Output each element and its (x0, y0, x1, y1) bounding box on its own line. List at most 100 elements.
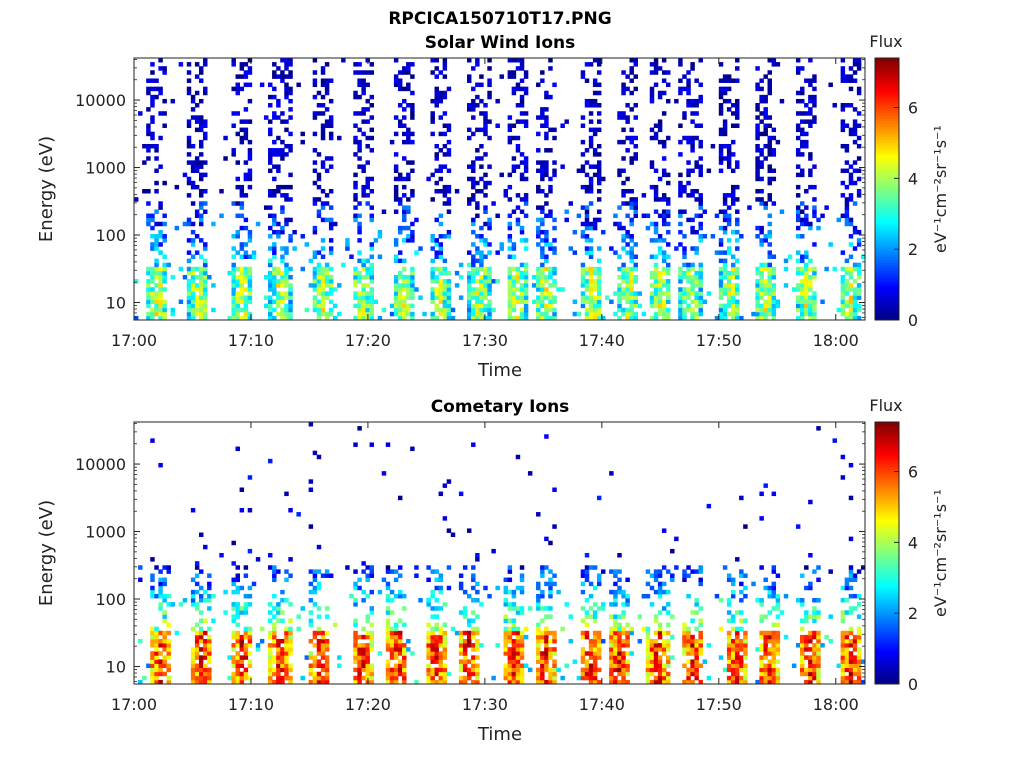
heatmap-cell (856, 86, 862, 92)
heatmap-cell (759, 491, 764, 497)
heatmap-cell (844, 201, 850, 206)
heatmap-cell (511, 315, 517, 321)
heatmap-cell (442, 234, 448, 239)
heatmap-cell (844, 663, 850, 669)
heatmap-cell (393, 242, 399, 247)
heatmap-cell (844, 655, 850, 660)
heatmap-cell (795, 315, 801, 321)
heatmap-cell (613, 291, 618, 296)
heatmap-cell (284, 634, 289, 640)
heatmap-cell (625, 279, 630, 284)
heatmap-cell (430, 119, 435, 124)
heatmap-cell (511, 246, 517, 251)
heatmap-cell (402, 258, 407, 264)
heatmap-cell (381, 577, 387, 583)
heatmap-cell (552, 524, 557, 529)
heatmap-cell (808, 663, 813, 669)
heatmap-cell (678, 78, 683, 83)
heatmap-cell (324, 638, 330, 644)
heatmap-cell (588, 135, 594, 141)
heatmap-cell (848, 675, 854, 681)
heatmap-cell (860, 679, 866, 685)
heatmap-cell (434, 606, 439, 611)
heatmap-cell (523, 283, 529, 288)
heatmap-cell (280, 679, 285, 685)
heatmap-cell (406, 638, 411, 644)
heatmap-cell (629, 221, 634, 227)
heatmap-cell (166, 655, 171, 660)
heatmap-cell (617, 225, 622, 231)
heatmap-cell (442, 634, 448, 640)
heatmap-cell (316, 544, 322, 550)
heatmap-cell (771, 152, 777, 157)
heatmap-cell (706, 291, 712, 296)
heatmap-cell (767, 659, 772, 664)
heatmap-cell (848, 131, 854, 137)
heatmap-cell (507, 123, 513, 128)
heatmap-cell (503, 577, 509, 583)
heatmap-cell (353, 135, 358, 141)
heatmap-cell (247, 172, 253, 178)
heatmap-cell (158, 250, 163, 255)
heatmap-cell (726, 647, 732, 652)
heatmap-cell (690, 225, 695, 231)
heatmap-cell (592, 98, 598, 104)
heatmap-cell (519, 103, 525, 108)
heatmap-cell (198, 295, 204, 300)
heatmap-cell (190, 295, 196, 300)
heatmap-cell (633, 299, 638, 305)
heatmap-cell (316, 111, 322, 116)
heatmap-cell (434, 98, 439, 104)
heatmap-cell (361, 659, 366, 664)
heatmap-cell (519, 610, 525, 615)
heatmap-cell (617, 651, 622, 656)
heatmap-cell (584, 189, 590, 194)
heatmap-cell (158, 295, 163, 300)
heatmap-cell (686, 565, 691, 570)
heatmap-cell (544, 634, 549, 640)
heatmap-cell (775, 643, 781, 648)
heatmap-cell (617, 205, 622, 210)
heatmap-cell (150, 438, 155, 443)
heatmap-cell (596, 573, 602, 578)
heatmap-cell (235, 201, 240, 206)
heatmap-cell (617, 266, 622, 272)
heatmap-cell (739, 643, 744, 648)
heatmap-cell (767, 135, 772, 141)
heatmap-cell (162, 614, 167, 619)
heatmap-cell (657, 197, 663, 202)
heatmap-cell (284, 659, 289, 664)
heatmap-cell (316, 103, 322, 108)
heatmap-cell (767, 638, 772, 644)
heatmap-cell (284, 119, 289, 124)
heatmap-cell (174, 184, 180, 190)
heatmap-cell (536, 148, 541, 153)
heatmap-cell (369, 135, 374, 141)
heatmap-cell (312, 295, 318, 300)
heatmap-cell (393, 254, 399, 259)
heatmap-cell (730, 577, 736, 583)
heatmap-cell (479, 143, 484, 149)
heatmap-cell (507, 197, 513, 202)
heatmap-cell (150, 663, 155, 669)
heatmap-cell (357, 307, 362, 313)
heatmap-cell (519, 291, 525, 296)
heatmap-cell (552, 630, 557, 636)
heatmap-cell (584, 160, 590, 165)
heatmap-cell (515, 626, 521, 632)
heatmap-cell (328, 279, 334, 284)
heatmap-cell (284, 86, 289, 92)
heatmap-cell (397, 638, 403, 644)
heatmap-cell (312, 279, 318, 284)
heatmap-cell (804, 295, 809, 300)
heatmap-cell (284, 74, 289, 79)
heatmap-cell (458, 573, 464, 578)
heatmap-cell (653, 70, 659, 75)
heatmap-cell (767, 274, 772, 280)
heatmap-cell (410, 103, 415, 108)
heatmap-cell (519, 307, 525, 313)
heatmap-cell (661, 671, 667, 677)
heatmap-cell (231, 279, 236, 284)
heatmap-cell (629, 107, 634, 112)
heatmap-cell (670, 655, 675, 660)
